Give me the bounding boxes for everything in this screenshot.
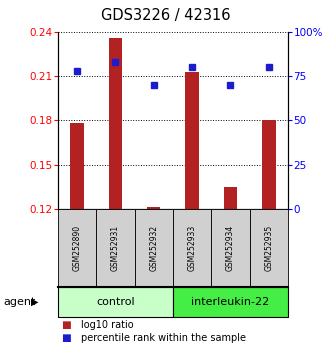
Bar xyxy=(185,72,199,209)
Bar xyxy=(109,38,122,209)
Text: ■: ■ xyxy=(61,320,71,330)
Text: GSM252933: GSM252933 xyxy=(188,225,197,271)
Bar xyxy=(250,209,288,287)
Bar xyxy=(147,207,161,209)
Text: GSM252931: GSM252931 xyxy=(111,225,120,271)
Bar xyxy=(58,209,96,287)
Bar xyxy=(173,209,211,287)
Bar xyxy=(211,209,250,287)
Text: GSM252890: GSM252890 xyxy=(72,225,82,271)
Bar xyxy=(71,123,84,209)
Bar xyxy=(262,120,275,209)
Text: GSM252935: GSM252935 xyxy=(264,225,273,271)
Bar xyxy=(224,187,237,209)
Bar xyxy=(96,209,135,287)
Text: ■: ■ xyxy=(61,333,71,343)
Text: interleukin-22: interleukin-22 xyxy=(191,297,269,307)
Text: ▶: ▶ xyxy=(31,297,38,307)
Bar xyxy=(173,287,288,317)
Text: GSM252934: GSM252934 xyxy=(226,225,235,271)
Text: log10 ratio: log10 ratio xyxy=(81,320,134,330)
Text: GDS3226 / 42316: GDS3226 / 42316 xyxy=(101,8,230,23)
Text: control: control xyxy=(96,297,135,307)
Bar xyxy=(58,287,173,317)
Text: percentile rank within the sample: percentile rank within the sample xyxy=(81,333,246,343)
Text: GSM252932: GSM252932 xyxy=(149,225,158,271)
Text: agent: agent xyxy=(3,297,36,307)
Bar xyxy=(135,209,173,287)
